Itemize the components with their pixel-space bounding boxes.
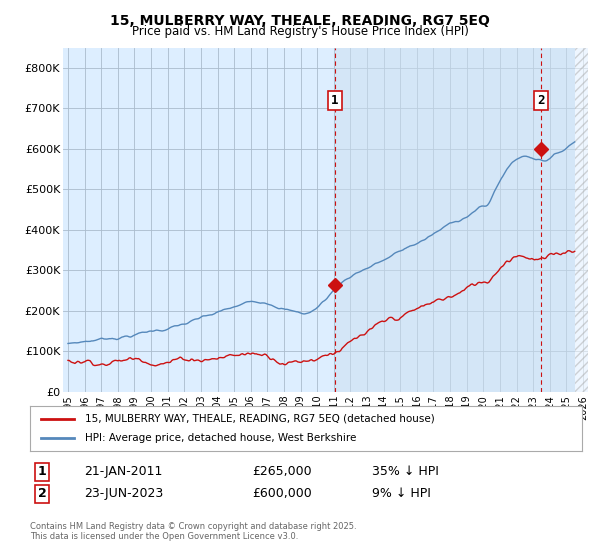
Text: 1: 1 bbox=[331, 94, 338, 107]
Text: 15, MULBERRY WAY, THEALE, READING, RG7 5EQ: 15, MULBERRY WAY, THEALE, READING, RG7 5… bbox=[110, 14, 490, 28]
Text: 35% ↓ HPI: 35% ↓ HPI bbox=[372, 465, 439, 478]
Text: Price paid vs. HM Land Registry's House Price Index (HPI): Price paid vs. HM Land Registry's House … bbox=[131, 25, 469, 38]
Text: 1: 1 bbox=[38, 465, 46, 478]
Text: £265,000: £265,000 bbox=[252, 465, 311, 478]
Bar bbox=[335, 48, 575, 392]
Bar bbox=[575, 48, 588, 392]
Text: £600,000: £600,000 bbox=[252, 487, 312, 501]
Text: 15, MULBERRY WAY, THEALE, READING, RG7 5EQ (detached house): 15, MULBERRY WAY, THEALE, READING, RG7 5… bbox=[85, 413, 435, 423]
Text: 2: 2 bbox=[38, 487, 46, 501]
Text: 2: 2 bbox=[538, 94, 545, 107]
Text: 23-JUN-2023: 23-JUN-2023 bbox=[84, 487, 163, 501]
Text: HPI: Average price, detached house, West Berkshire: HPI: Average price, detached house, West… bbox=[85, 433, 356, 444]
Text: Contains HM Land Registry data © Crown copyright and database right 2025.
This d: Contains HM Land Registry data © Crown c… bbox=[30, 522, 356, 542]
Text: 21-JAN-2011: 21-JAN-2011 bbox=[84, 465, 163, 478]
Text: 9% ↓ HPI: 9% ↓ HPI bbox=[372, 487, 431, 501]
